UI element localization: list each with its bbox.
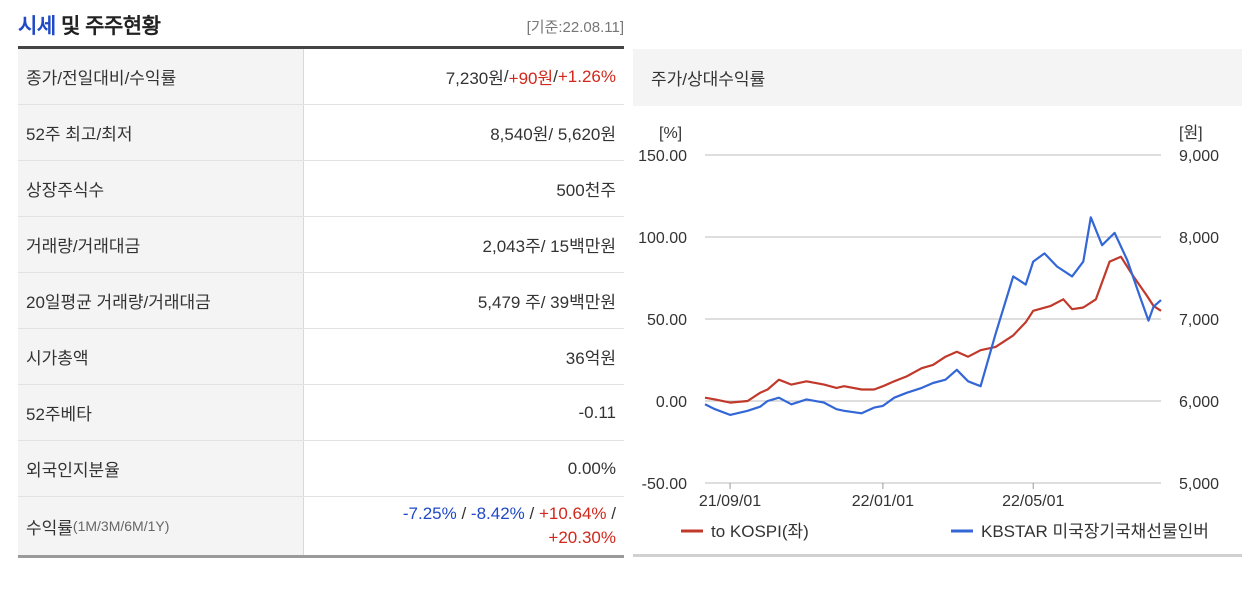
return-1y: +20.30% xyxy=(548,528,616,547)
stats-row: 시가총액 36억원 xyxy=(18,329,624,385)
stats-value: 5,479 주/ 39백만원 xyxy=(477,293,616,312)
x-tick-label: 22/01/01 xyxy=(852,493,914,510)
separator: / xyxy=(524,504,539,523)
stats-row: 상장주식수 500천주 xyxy=(18,161,624,217)
close-price: 7,230원 xyxy=(445,69,504,88)
section-title: 시세 및 주주현황 xyxy=(18,10,161,40)
section-title-accent: 시세 xyxy=(18,15,56,38)
price-change-value: 7,230원 / +90원 / +1.26% xyxy=(304,49,624,104)
stats-table: 종가/전일대비/수익률 7,230원 / +90원 / +1.26% 52주 최… xyxy=(18,46,624,558)
left-tick-label: 0.00 xyxy=(656,394,687,411)
x-tick-label: 21/09/01 xyxy=(699,493,761,510)
stats-row: 52주베타 -0.11 xyxy=(18,385,624,441)
return-1m: -7.25% xyxy=(402,504,457,523)
price-change-rate: +1.26% xyxy=(557,66,616,86)
right-tick-label: 9,000 xyxy=(1179,148,1219,165)
stats-label: 거래량/거래대금 xyxy=(18,217,304,272)
stats-row: 거래량/거래대금 2,043주/ 15백만원 xyxy=(18,217,624,273)
separator: / xyxy=(503,66,509,86)
etf-price-line xyxy=(704,216,1162,416)
separator: / xyxy=(456,504,471,523)
relative-return-chart: 150.00 9,000 100.00 8,000 50.00 7,000 0.00 6,00… xyxy=(638,124,1219,541)
right-axis-unit: [원] xyxy=(1179,124,1203,142)
stats-row: 20일평균 거래량/거래대금 5,479 주/ 39백만원 xyxy=(18,273,624,329)
right-tick-label: 8,000 xyxy=(1179,230,1219,247)
stats-label: 종가/전일대비/수익률 xyxy=(18,49,304,104)
chart-panel: 주가/상대수익률 150.00 9,000 100.00 8,000 50.00 7,00… xyxy=(633,49,1242,557)
stats-label: 시가총액 xyxy=(18,329,304,384)
returns-row: 수익률 (1M/3M/6M/1Y) -7.25% / -8.42% / +10.6… xyxy=(18,497,624,555)
stats-value: 0.00% xyxy=(567,458,616,478)
return-6m: +10.64% xyxy=(538,504,607,523)
separator: / xyxy=(606,504,616,523)
basis-date: [기준:22.08.11] xyxy=(526,19,624,36)
price-change: +90원 xyxy=(508,69,554,88)
stats-value: 500천주 xyxy=(556,181,616,200)
stats-label: 52주베타 xyxy=(18,385,304,440)
right-tick-label: 6,000 xyxy=(1179,394,1219,411)
returns-value: -7.25% / -8.42% / +10.64% / +20.30% xyxy=(304,497,624,555)
right-tick-label: 7,000 xyxy=(1179,312,1219,329)
stats-value: 8,540원/ 5,620원 xyxy=(490,125,616,144)
stats-row: 52주 최고/최저 8,540원/ 5,620원 xyxy=(18,105,624,161)
right-tick-label: 5,000 xyxy=(1179,476,1219,493)
kospi-relative-line xyxy=(704,255,1162,404)
legend-label: to KOSPI(좌) xyxy=(711,522,809,541)
left-tick-label: 150.00 xyxy=(638,148,687,165)
stats-label: 52주 최고/최저 xyxy=(18,105,304,160)
return-3m: -8.42% xyxy=(470,504,525,523)
legend-label: KBSTAR 미국장기국채선물인버 xyxy=(981,522,1209,541)
left-tick-label: 100.00 xyxy=(638,230,687,247)
stats-value: 36억원 xyxy=(565,349,616,368)
section-header: 시세 및 주주현황 [기준:22.08.11] xyxy=(18,6,624,46)
stats-label: 20일평균 거래량/거래대금 xyxy=(18,273,304,328)
returns-label-main: 수익률 xyxy=(26,518,73,538)
left-tick-label: -50.00 xyxy=(642,476,687,493)
stats-row: 종가/전일대비/수익률 7,230원 / +90원 / +1.26% xyxy=(18,49,624,105)
left-axis-unit: [%] xyxy=(659,125,682,142)
left-tick-label: 50.00 xyxy=(647,312,687,329)
stats-label: 상장주식수 xyxy=(18,161,304,216)
stats-row: 외국인지분율 0.00% xyxy=(18,441,624,497)
chart-panel-title: 주가/상대수익률 xyxy=(633,49,1242,106)
stats-label: 외국인지분율 xyxy=(18,441,304,496)
section-title-rest: 및 주주현황 xyxy=(55,15,161,38)
stats-value: 2,043주/ 15백만원 xyxy=(482,237,616,256)
returns-label: 수익률 (1M/3M/6M/1Y) xyxy=(18,497,304,555)
stats-value: -0.11 xyxy=(578,402,617,422)
separator: / xyxy=(553,66,558,86)
returns-label-periods: (1M/3M/6M/1Y) xyxy=(72,518,170,534)
x-tick-label: 22/05/01 xyxy=(1002,493,1064,510)
